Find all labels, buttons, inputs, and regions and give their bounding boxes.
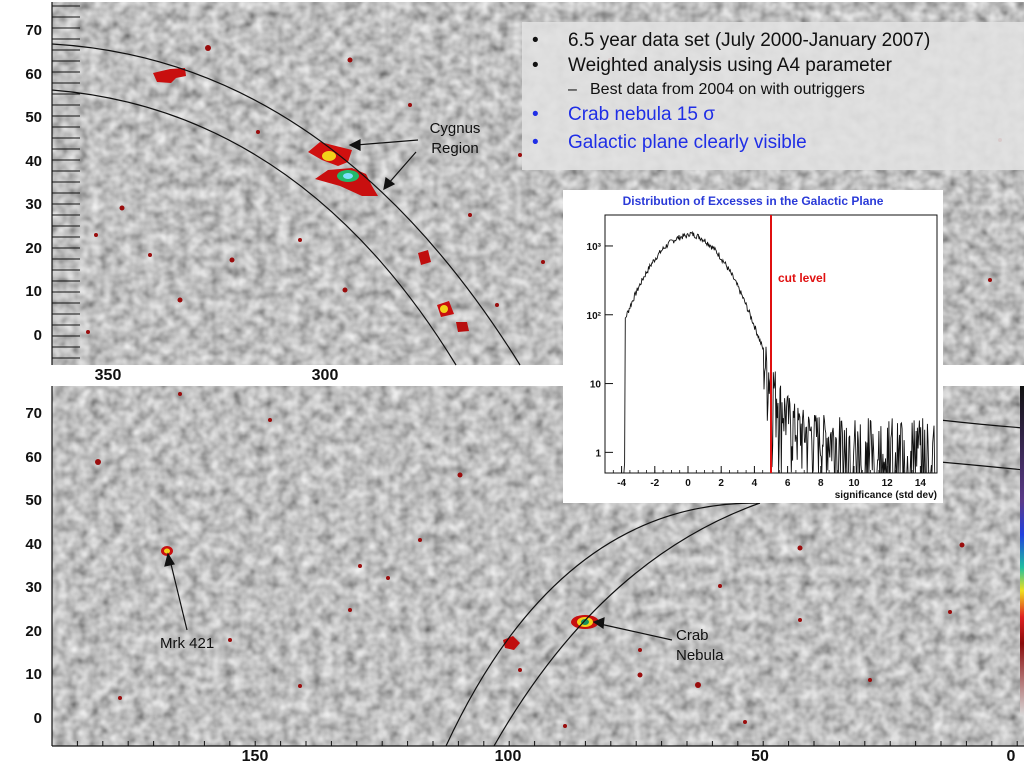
- top-map-y-tick: 20: [25, 239, 42, 257]
- bottom-map-y-tick: 20: [25, 622, 42, 640]
- bottom-map-x-tick: 50: [751, 748, 769, 765]
- top-map-y-tick: 70: [25, 22, 42, 39]
- top-map-y-tick: 0: [33, 326, 42, 344]
- inset-x-tick: 14: [915, 478, 927, 489]
- inset-x-tick: 10: [848, 478, 860, 489]
- histogram-plot: 10³ 10² 10 1 -4 -2 0 2 4 6 8 10 12 14 cut level signifi…: [587, 214, 938, 501]
- bottom-map-y-tick: 60: [25, 448, 42, 466]
- top-map-y-tick: 60: [25, 65, 42, 83]
- inset-y-tick: 1: [595, 448, 601, 459]
- bullet-marker: •: [532, 104, 539, 125]
- mrk421-label: Mrk 421: [160, 635, 215, 652]
- bullet-marker: •: [532, 132, 539, 153]
- top-map-x-tick: 350: [94, 367, 122, 384]
- bottom-map-y-tick: 40: [25, 535, 42, 553]
- bullet-marker: –: [568, 81, 577, 98]
- bottom-map-y-tick: 0: [33, 709, 42, 727]
- inset-x-tick: 8: [818, 478, 824, 489]
- bullet-text: Best data from 2004 on with outriggers: [590, 81, 865, 98]
- crab-nebula-label: Crab Nebula: [676, 626, 724, 666]
- bottom-map-y-tick: 50: [25, 492, 42, 509]
- top-map-y-tick: 10: [25, 283, 42, 300]
- bullet-text: Crab nebula 15 σ: [568, 104, 715, 125]
- inset-y-tick: 10³: [587, 242, 602, 253]
- bottom-map-y-tick: 30: [25, 579, 42, 596]
- inset-y-tick: 10: [590, 380, 602, 391]
- cygnus-label-line1: Cygnus: [429, 120, 481, 137]
- bullet-text: Galactic plane clearly visible: [568, 132, 807, 153]
- inset-x-label: significance (std dev): [835, 490, 937, 501]
- cut-level-label: cut level: [778, 271, 826, 285]
- inset-x-tick: 12: [882, 478, 894, 489]
- cygnus-label-line2: Region: [431, 140, 479, 157]
- bottom-map-x-tick: 100: [494, 748, 522, 765]
- bottom-map-y-tick: 70: [25, 405, 42, 422]
- bottom-map-y-tick: 10: [25, 666, 42, 683]
- top-map-y-tick: 30: [25, 196, 42, 213]
- inset-x-tick: -4: [617, 478, 626, 489]
- inset-title: Distribution of Excesses in the Galactic…: [622, 194, 884, 208]
- inset-x-tick: 2: [718, 478, 724, 489]
- excess-distribution-inset: Distribution of Excesses in the Galactic…: [563, 190, 943, 503]
- inset-x-tick: 0: [685, 478, 691, 489]
- histogram-series: [619, 230, 937, 474]
- inset-x-tick: -2: [650, 478, 659, 489]
- bullet-list: • 6.5 year data set (July 2000-January 20…: [522, 22, 1024, 170]
- bullet-marker: •: [532, 55, 539, 76]
- top-map-y-tick: 50: [25, 109, 42, 126]
- crab-label-line1: Crab: [676, 627, 709, 644]
- cygnus-region-label: Cygnus Region: [420, 119, 490, 159]
- bullet-marker: •: [532, 30, 539, 51]
- bullet-text: Weighted analysis using A4 parameter: [568, 55, 892, 76]
- bottom-map-x-tick: 0: [1006, 748, 1016, 765]
- inset-x-tick: 4: [752, 478, 758, 489]
- color-scale: [1020, 386, 1024, 716]
- bottom-map-x-tick: 150: [241, 748, 269, 765]
- top-map-x-tick: 300: [311, 367, 339, 384]
- top-map-y-tick: 40: [25, 152, 42, 170]
- inset-x-tick: 6: [785, 478, 791, 489]
- inset-y-tick: 10²: [587, 311, 602, 322]
- crab-label-line2: Nebula: [676, 647, 724, 664]
- bullet-text: 6.5 year data set (July 2000-January 200…: [568, 30, 931, 51]
